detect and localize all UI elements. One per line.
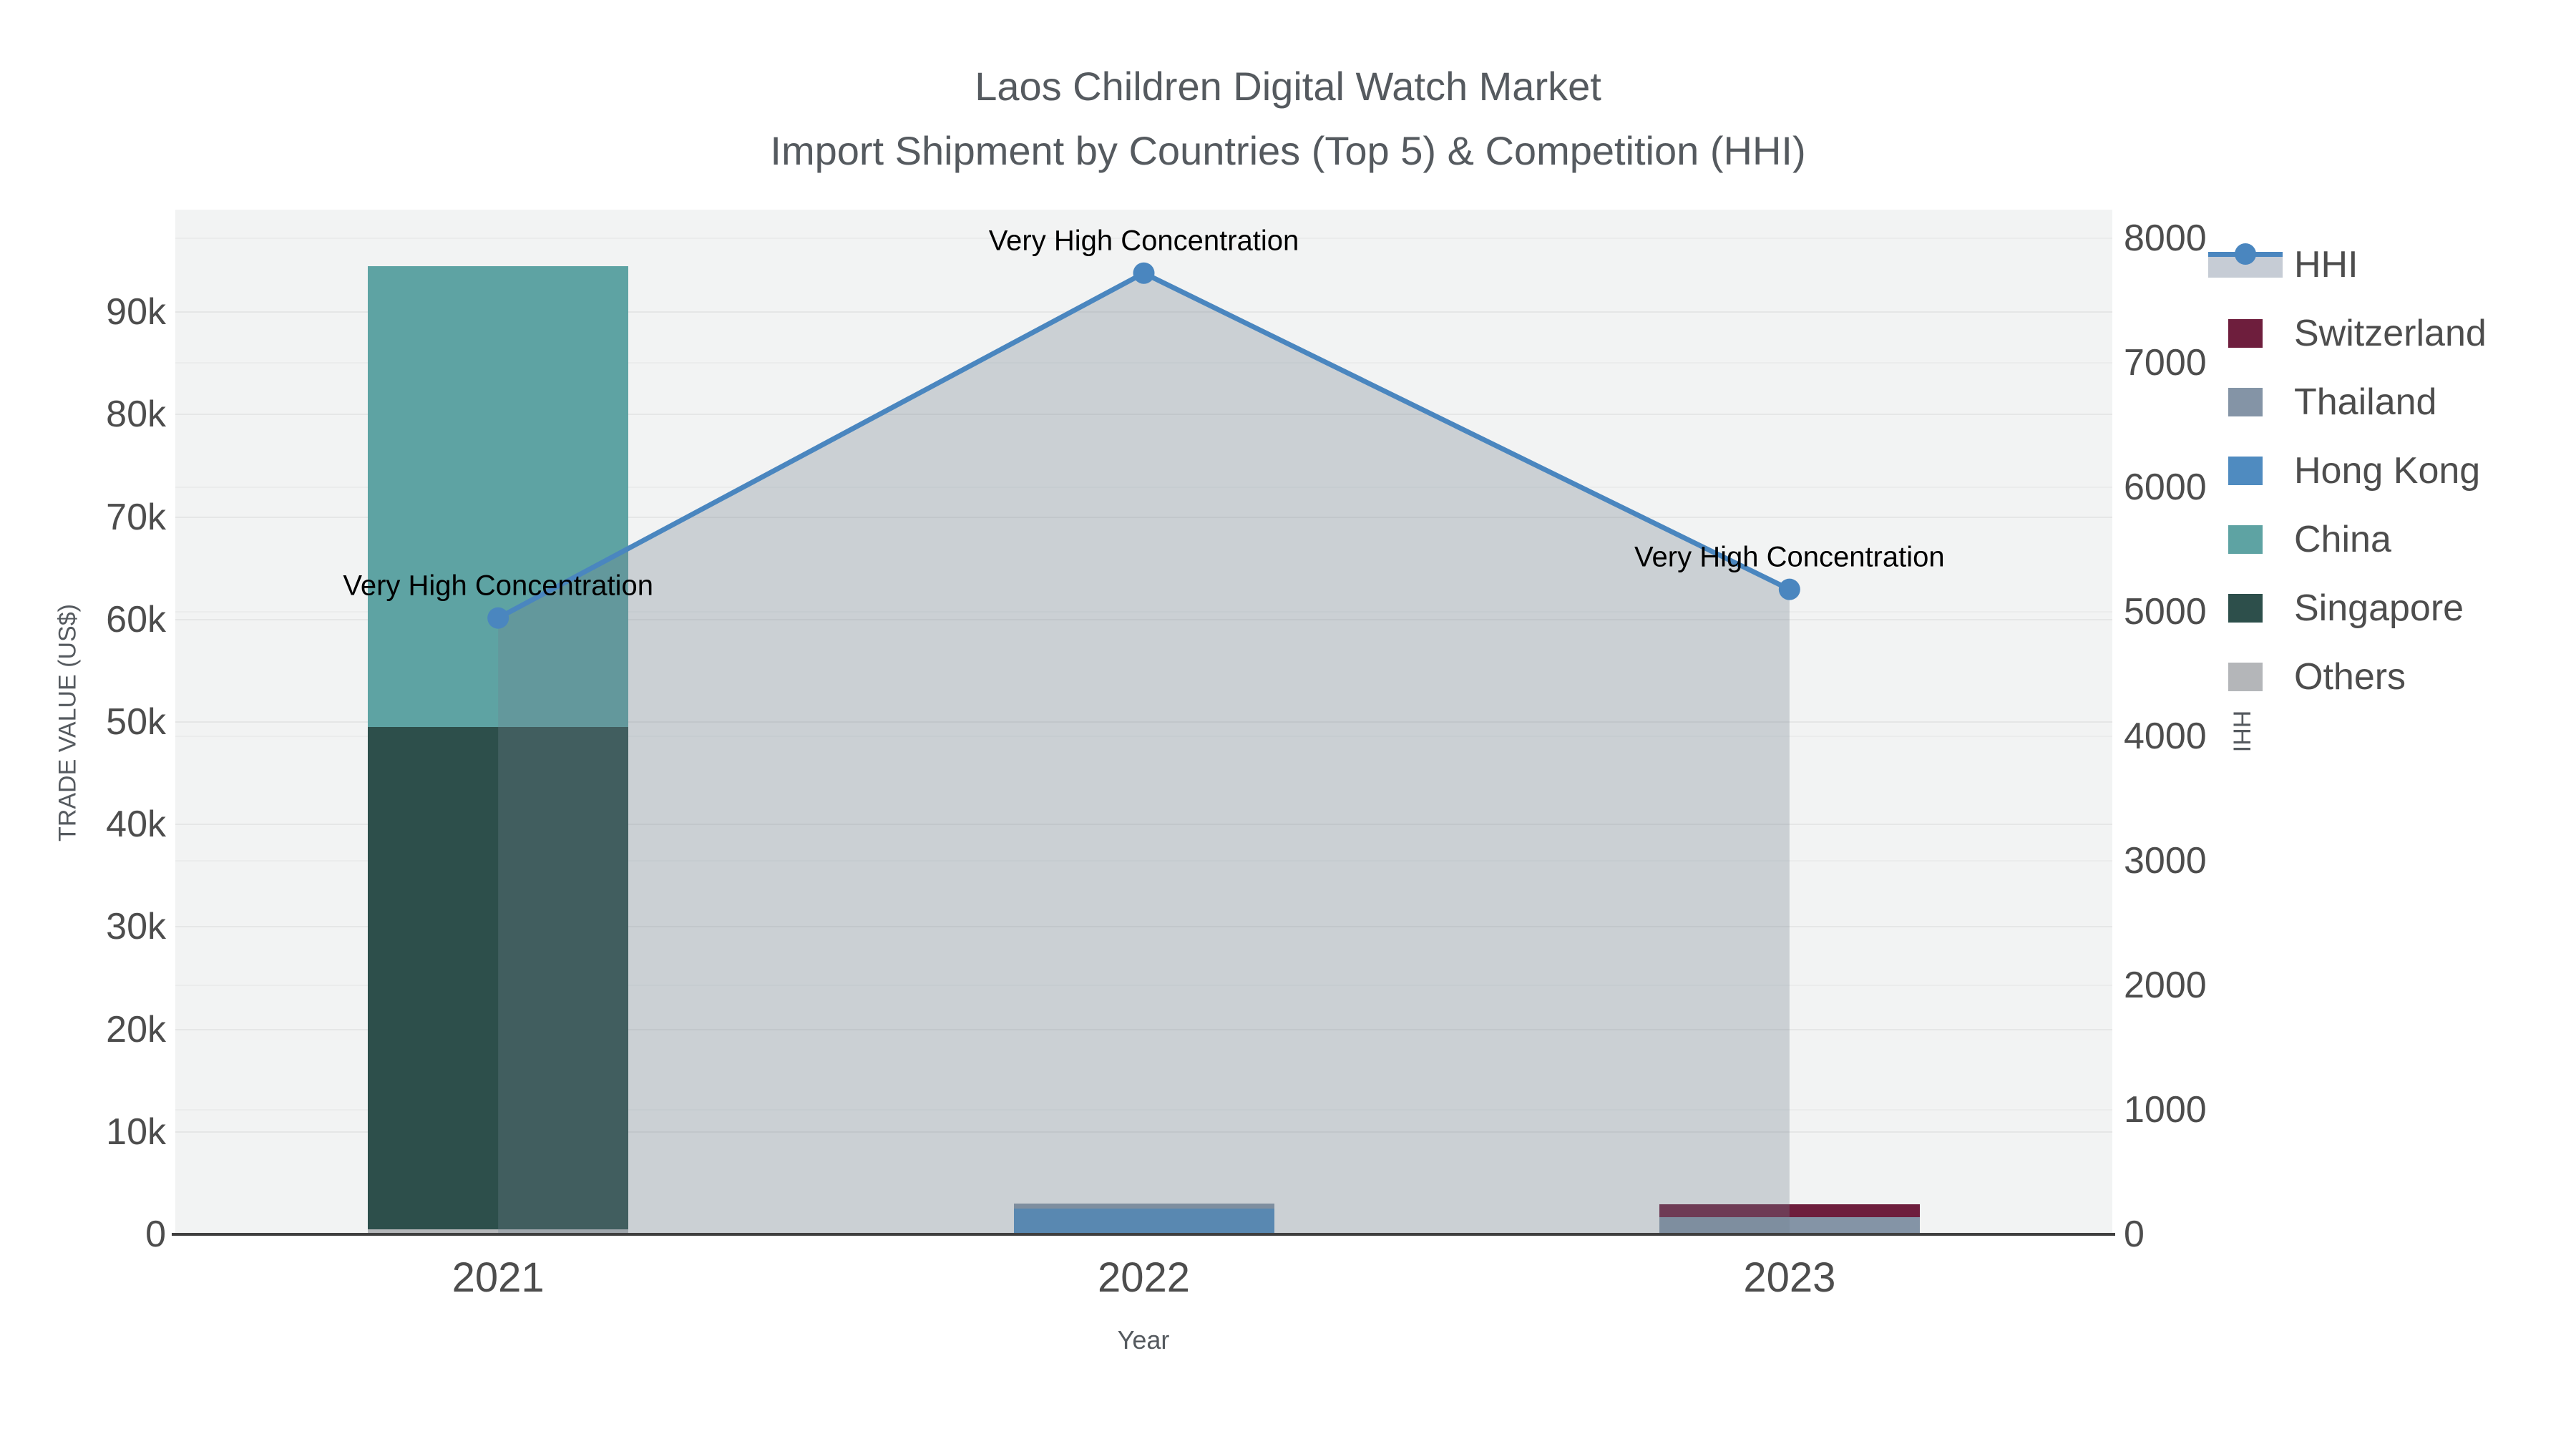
- gridline-left: [175, 926, 2112, 928]
- y-axis-title-right: HHI: [2228, 710, 2255, 753]
- bar-segment-singapore: [368, 727, 629, 1229]
- gridline-right: [175, 985, 2112, 986]
- legend-swatch-others: [2228, 663, 2263, 691]
- gridline-right: [175, 860, 2112, 862]
- y-tick-right-6000: 6000: [2124, 467, 2207, 508]
- legend-label: Others: [2294, 656, 2406, 698]
- annotation-2021: Very High Concentration: [343, 570, 653, 602]
- legend-swatch-china: [2228, 525, 2263, 554]
- y-tick-left-10k: 10k: [106, 1111, 166, 1153]
- legend-label: Thailand: [2294, 381, 2437, 423]
- legend-icon-switzerland: [2205, 319, 2285, 348]
- y-tick-left-50k: 50k: [106, 701, 166, 743]
- bar-segment-hong-kong: [1013, 1209, 1274, 1234]
- annotation-2023: Very High Concentration: [1634, 541, 1945, 573]
- legend-icon-hong-kong: [2205, 457, 2285, 485]
- y-tick-left-80k: 80k: [106, 394, 166, 436]
- x-tick-2023: 2023: [1743, 1254, 1836, 1301]
- legend-swatch-switzerland: [2228, 319, 2263, 348]
- legend-label: China: [2294, 519, 2391, 560]
- y-tick-right-2000: 2000: [2124, 965, 2207, 1006]
- x-axis-line: [172, 1233, 2115, 1236]
- legend-item-china[interactable]: China: [2205, 505, 2570, 574]
- bar-segment-thailand: [1013, 1204, 1274, 1209]
- legend-icon-others: [2205, 663, 2285, 691]
- legend-icon-hhi: [2205, 243, 2285, 278]
- legend-icon-china: [2205, 525, 2285, 554]
- chart-title-line2: Import Shipment by Countries (Top 5) & C…: [770, 128, 1806, 173]
- y-tick-left-20k: 20k: [106, 1008, 166, 1050]
- legend-swatch-singapore: [2228, 594, 2263, 623]
- x-tick-2022: 2022: [1097, 1254, 1191, 1301]
- x-tick-2021: 2021: [452, 1254, 545, 1301]
- annotation-2022: Very High Concentration: [988, 225, 1299, 257]
- legend-label: HHI: [2294, 244, 2358, 286]
- legend-item-hhi[interactable]: HHI: [2205, 230, 2570, 299]
- y-tick-right-3000: 3000: [2124, 840, 2207, 882]
- gridline-right: [175, 238, 2112, 239]
- bar-segment-switzerland: [1659, 1204, 1920, 1217]
- legend-icon-singapore: [2205, 594, 2285, 623]
- y-tick-left-70k: 70k: [106, 496, 166, 538]
- gridline-left: [175, 824, 2112, 826]
- gridline-right: [175, 1109, 2112, 1111]
- legend-line-marker-icon: [2208, 243, 2283, 278]
- y-tick-right-8000: 8000: [2124, 218, 2207, 259]
- y-tick-left-60k: 60k: [106, 598, 166, 640]
- legend-item-switzerland[interactable]: Switzerland: [2205, 299, 2570, 368]
- legend-label: Switzerland: [2294, 313, 2487, 354]
- y-tick-left-90k: 90k: [106, 291, 166, 333]
- bar-segment-china: [368, 265, 629, 728]
- legend-icon-thailand: [2205, 388, 2285, 416]
- gridline-left: [175, 721, 2112, 723]
- legend-swatch-thailand: [2228, 388, 2263, 416]
- y-tick-right-1000: 1000: [2124, 1089, 2207, 1131]
- y-tick-right-0: 0: [2124, 1214, 2145, 1255]
- gridline-right: [175, 736, 2112, 737]
- gridline-left: [175, 1028, 2112, 1030]
- y-axis-title-left: TRADE VALUE (US$): [54, 604, 82, 841]
- legend-label: Hong Kong: [2294, 450, 2481, 492]
- bar-segment-others: [368, 1229, 629, 1234]
- y-tick-left-40k: 40k: [106, 804, 166, 846]
- y-tick-left-30k: 30k: [106, 906, 166, 948]
- legend-item-thailand[interactable]: Thailand: [2205, 368, 2570, 436]
- y-tick-right-4000: 4000: [2124, 716, 2207, 757]
- legend-item-singapore[interactable]: Singapore: [2205, 574, 2570, 643]
- y-tick-right-5000: 5000: [2124, 591, 2207, 633]
- bar-segment-thailand: [1659, 1216, 1920, 1234]
- gridline-left: [175, 1131, 2112, 1133]
- y-tick-right-7000: 7000: [2124, 342, 2207, 384]
- chart-title-line1: Laos Children Digital Watch Market: [975, 64, 1601, 109]
- legend-swatch-hong-kong: [2228, 457, 2263, 485]
- legend-item-others[interactable]: Others: [2205, 643, 2570, 711]
- legend-label: Singapore: [2294, 587, 2464, 629]
- y-tick-left-0: 0: [145, 1214, 166, 1255]
- legend-item-hong-kong[interactable]: Hong Kong: [2205, 436, 2570, 505]
- legend: HHI Switzerland Thailand Hong Kong China Sing…: [2205, 230, 2570, 711]
- x-axis-title: Year: [1117, 1325, 1170, 1355]
